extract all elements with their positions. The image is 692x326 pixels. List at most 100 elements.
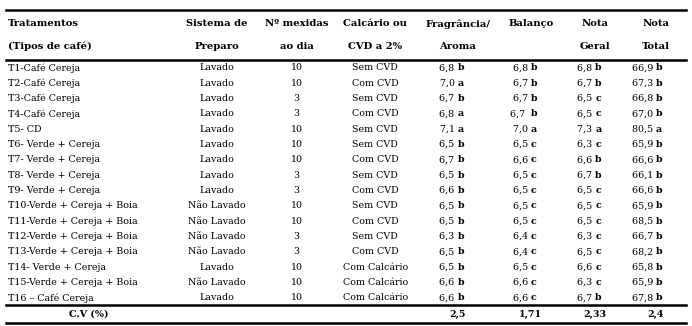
Text: 6,3: 6,3 bbox=[577, 278, 595, 287]
Text: b: b bbox=[531, 64, 538, 72]
Text: Nota: Nota bbox=[643, 20, 670, 28]
Text: 67,8: 67,8 bbox=[632, 293, 656, 302]
Text: 6,4: 6,4 bbox=[513, 247, 531, 256]
Text: 6,5: 6,5 bbox=[439, 171, 457, 180]
Text: 6,5: 6,5 bbox=[513, 171, 531, 180]
Text: 65,9: 65,9 bbox=[632, 278, 656, 287]
Text: Nº mexidas: Nº mexidas bbox=[265, 20, 329, 28]
Text: 6,8: 6,8 bbox=[439, 64, 457, 72]
Text: 6,5: 6,5 bbox=[439, 247, 457, 256]
Text: 66,7: 66,7 bbox=[632, 232, 656, 241]
Text: CVD a 2%: CVD a 2% bbox=[348, 42, 402, 51]
Text: 6,7: 6,7 bbox=[439, 156, 457, 164]
Text: 6,5: 6,5 bbox=[577, 186, 595, 195]
Text: 6,5: 6,5 bbox=[439, 201, 457, 210]
Text: Geral: Geral bbox=[580, 42, 610, 51]
Text: 3: 3 bbox=[293, 94, 300, 103]
Text: 6,7: 6,7 bbox=[510, 110, 531, 118]
Text: 6,7: 6,7 bbox=[577, 171, 595, 180]
Text: a: a bbox=[595, 125, 601, 134]
Text: b: b bbox=[656, 171, 663, 180]
Text: 6,3: 6,3 bbox=[577, 232, 595, 241]
Text: Sem CVD: Sem CVD bbox=[352, 94, 398, 103]
Text: 3: 3 bbox=[293, 171, 300, 180]
Text: b: b bbox=[457, 278, 464, 287]
Text: c: c bbox=[595, 263, 601, 272]
Text: T9- Verde + Cereja: T9- Verde + Cereja bbox=[8, 186, 100, 195]
Text: c: c bbox=[531, 201, 536, 210]
Text: 6,5: 6,5 bbox=[577, 110, 595, 118]
Text: c: c bbox=[595, 247, 601, 256]
Text: b: b bbox=[457, 140, 464, 149]
Text: 6,5: 6,5 bbox=[577, 201, 595, 210]
Text: Lavado: Lavado bbox=[199, 125, 234, 134]
Text: Com CVD: Com CVD bbox=[352, 186, 399, 195]
Text: b: b bbox=[656, 140, 663, 149]
Text: Não Lavado: Não Lavado bbox=[188, 247, 246, 256]
Text: C.V (%): C.V (%) bbox=[69, 310, 109, 319]
Text: 7,1: 7,1 bbox=[439, 125, 457, 134]
Text: 65,9: 65,9 bbox=[632, 140, 656, 149]
Text: T5- CD: T5- CD bbox=[8, 125, 42, 134]
Text: T14- Verde + Cereja: T14- Verde + Cereja bbox=[8, 263, 107, 272]
Text: c: c bbox=[531, 186, 536, 195]
Text: b: b bbox=[595, 79, 602, 88]
Text: b: b bbox=[595, 156, 602, 164]
Text: a: a bbox=[457, 110, 464, 118]
Text: b: b bbox=[457, 217, 464, 226]
Text: 6,5: 6,5 bbox=[577, 217, 595, 226]
Text: Preparo: Preparo bbox=[194, 42, 239, 51]
Text: 7,0: 7,0 bbox=[439, 79, 457, 88]
Text: b: b bbox=[531, 79, 538, 88]
Text: Com CVD: Com CVD bbox=[352, 110, 399, 118]
Text: 6,6: 6,6 bbox=[513, 278, 531, 287]
Text: 10: 10 bbox=[291, 293, 303, 302]
Text: Não Lavado: Não Lavado bbox=[188, 232, 246, 241]
Text: Lavado: Lavado bbox=[199, 171, 234, 180]
Text: 6,7: 6,7 bbox=[513, 94, 531, 103]
Text: 2,33: 2,33 bbox=[583, 310, 607, 319]
Text: b: b bbox=[656, 232, 663, 241]
Text: 6,6: 6,6 bbox=[513, 293, 531, 302]
Text: Nota: Nota bbox=[582, 20, 609, 28]
Text: Sem CVD: Sem CVD bbox=[352, 125, 398, 134]
Text: 6,5: 6,5 bbox=[513, 201, 531, 210]
Text: b: b bbox=[457, 293, 464, 302]
Text: 3: 3 bbox=[293, 110, 300, 118]
Text: b: b bbox=[457, 94, 464, 103]
Text: 6,5: 6,5 bbox=[439, 263, 457, 272]
Text: 3: 3 bbox=[293, 247, 300, 256]
Text: Calcário ou: Calcário ou bbox=[343, 20, 407, 28]
Text: (Tipos de café): (Tipos de café) bbox=[8, 41, 92, 51]
Text: 6,6: 6,6 bbox=[439, 293, 457, 302]
Text: b: b bbox=[457, 156, 464, 164]
Text: c: c bbox=[595, 232, 601, 241]
Text: b: b bbox=[656, 110, 663, 118]
Text: Com CVD: Com CVD bbox=[352, 247, 399, 256]
Text: 10: 10 bbox=[291, 64, 303, 72]
Text: c: c bbox=[595, 140, 601, 149]
Text: Lavado: Lavado bbox=[199, 140, 234, 149]
Text: b: b bbox=[531, 94, 538, 103]
Text: a: a bbox=[457, 79, 464, 88]
Text: a: a bbox=[656, 125, 662, 134]
Text: c: c bbox=[531, 217, 536, 226]
Text: T3-Café Cereja: T3-Café Cereja bbox=[8, 94, 80, 103]
Text: 66,1: 66,1 bbox=[632, 171, 656, 180]
Text: Lavado: Lavado bbox=[199, 110, 234, 118]
Text: 6,8: 6,8 bbox=[577, 64, 595, 72]
Text: 68,5: 68,5 bbox=[632, 217, 656, 226]
Text: Com CVD: Com CVD bbox=[352, 156, 399, 164]
Text: 66,8: 66,8 bbox=[632, 94, 656, 103]
Text: b: b bbox=[457, 64, 464, 72]
Text: Lavado: Lavado bbox=[199, 186, 234, 195]
Text: 6,5: 6,5 bbox=[513, 186, 531, 195]
Text: b: b bbox=[457, 263, 464, 272]
Text: c: c bbox=[531, 156, 536, 164]
Text: c: c bbox=[595, 186, 601, 195]
Text: b: b bbox=[457, 201, 464, 210]
Text: Não Lavado: Não Lavado bbox=[188, 278, 246, 287]
Text: b: b bbox=[531, 110, 538, 118]
Text: 80,5: 80,5 bbox=[632, 125, 656, 134]
Text: 68,2: 68,2 bbox=[632, 247, 656, 256]
